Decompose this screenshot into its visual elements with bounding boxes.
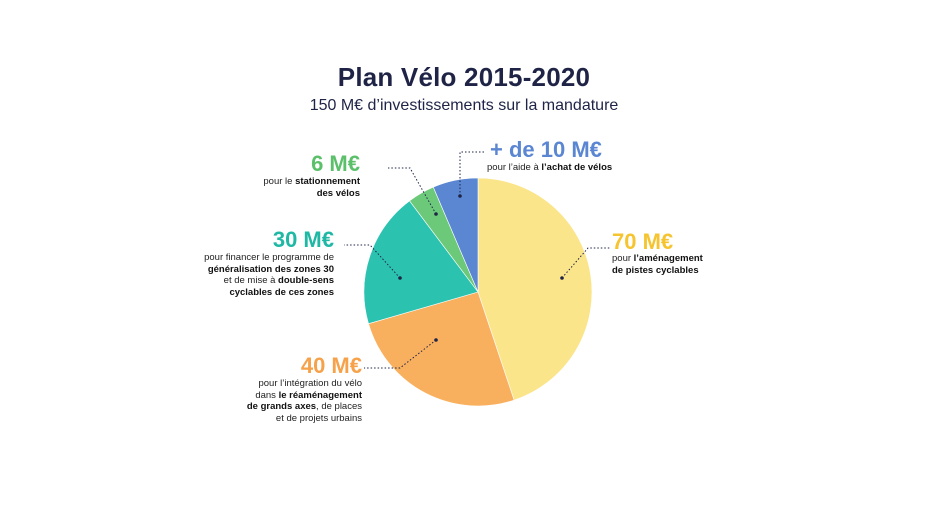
leader-axes-dot: [434, 338, 438, 342]
leader-stationnement: [388, 167, 437, 215]
desc-axes: pour l’intégration du vélo dans le réamén…: [246, 378, 362, 424]
amount-label-stationnement: 6 M€: [311, 151, 360, 176]
desc-zones30: pour financer le programme de généralisat…: [204, 252, 334, 298]
chart-title: Plan Vélo 2015-2020: [337, 62, 591, 92]
leader-stationnement-dot: [434, 212, 438, 216]
leader-pistes: [561, 247, 610, 279]
leader-achat-dot: [458, 194, 462, 198]
amount-label-axes: 40 M€: [300, 353, 362, 378]
amount-label-zones30: 30 M€: [272, 227, 334, 252]
leader-axes: [364, 339, 437, 369]
slice-achat: [432, 177, 479, 293]
desc-pistes: pour l’aménagement de pistes cyclables: [612, 253, 703, 276]
slice-pistes: [477, 177, 593, 401]
leader-zones30-dot: [398, 276, 402, 280]
slice-axes: [368, 291, 515, 407]
amount-label-achat: + de 10 M€: [490, 137, 602, 162]
chart-subtitle: 150 M€ d’investissements sur la mandatur…: [309, 97, 619, 114]
desc-stationnement: pour le stationnement des vélos: [263, 176, 360, 199]
slice-zones30: [363, 200, 479, 325]
amount-label-pistes: 70 M€: [612, 229, 674, 254]
leader-achat: [459, 151, 486, 196]
desc-achat: pour l’aide à l’achat de vélos: [487, 162, 613, 173]
leader-pistes-dot: [560, 276, 564, 280]
leader-zones30: [344, 244, 401, 279]
